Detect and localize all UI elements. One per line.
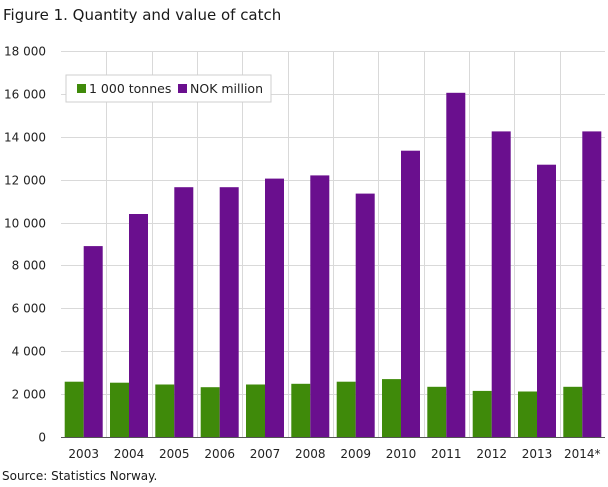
x-tick-label: 2008 <box>295 447 326 461</box>
bar-nok-million-2013 <box>537 164 556 437</box>
x-tick-label: 2011 <box>431 447 462 461</box>
x-tick-label: 2005 <box>159 447 190 461</box>
legend: 1 000 tonnes NOK million <box>65 74 272 103</box>
bar-tonnes-2004 <box>110 382 129 437</box>
x-tick-label: 2007 <box>250 447 281 461</box>
y-axis: 0 2 000 4 000 6 000 8 000 10 000 12 000 14 000 1… <box>4 45 46 445</box>
legend-swatch-nok-million <box>178 84 187 93</box>
y-tick-label: 18 000 <box>4 45 46 59</box>
bar-tonnes-2009 <box>336 381 356 437</box>
bar-tonnes-2007 <box>246 384 265 437</box>
bar-tonnes-2012 <box>472 390 492 437</box>
y-tick-label: 16 000 <box>4 88 46 102</box>
y-tick-label: 4 000 <box>12 345 46 359</box>
legend-swatch-tonnes <box>77 84 86 93</box>
bar-nok-million-2004 <box>129 214 148 437</box>
bar-tonnes-2008 <box>291 383 311 437</box>
y-tick-label: 12 000 <box>4 174 46 188</box>
y-tick-label: 0 <box>38 431 46 445</box>
bar-nok-million-2005 <box>174 187 194 437</box>
bar-nok-million-2012 <box>491 131 511 437</box>
x-tick-label: 2004 <box>114 447 145 461</box>
y-tick-label: 10 000 <box>4 217 46 231</box>
x-tick-label: 2013 <box>522 447 553 461</box>
legend-label-nok-million: NOK million <box>190 81 263 96</box>
bars <box>64 92 602 438</box>
x-tick-label: 2006 <box>204 447 235 461</box>
bar-nok-million-2011 <box>446 92 466 438</box>
bar-nok-million-2007 <box>265 178 284 437</box>
bar-nok-million-2010 <box>401 150 420 437</box>
y-tick-label: 8 000 <box>12 259 46 273</box>
bar-nok-million-2014 <box>582 131 602 437</box>
x-tick-label: 2014* <box>564 447 601 461</box>
bar-tonnes-2005 <box>155 384 175 437</box>
legend-box <box>65 74 272 103</box>
bar-tonnes-2010 <box>382 379 401 437</box>
bar-tonnes-2013 <box>518 391 537 437</box>
x-tick-label: 2009 <box>340 447 371 461</box>
source-note: Source: Statistics Norway. <box>2 469 158 483</box>
legend-label-tonnes: 1 000 tonnes <box>89 81 171 96</box>
x-tick-label: 2012 <box>476 447 507 461</box>
y-tick-label: 14 000 <box>4 131 46 145</box>
y-tick-label: 6 000 <box>12 302 46 316</box>
bar-nok-million-2003 <box>83 246 103 437</box>
bar-tonnes-2006 <box>200 387 220 437</box>
x-axis: 2003 2004 2005 2006 2007 2008 2009 2010 2011 2012… <box>61 437 605 461</box>
bar-tonnes-2011 <box>427 386 447 437</box>
bar-tonnes-2003 <box>64 381 84 437</box>
x-tick-label: 2003 <box>68 447 99 461</box>
gridlines <box>61 51 605 437</box>
bar-nok-million-2006 <box>219 187 239 437</box>
x-tick-label: 2010 <box>386 447 417 461</box>
bar-nok-million-2009 <box>355 193 375 437</box>
bar-nok-million-2008 <box>310 175 330 437</box>
bar-tonnes-2014 <box>563 386 583 437</box>
chart-title: Figure 1. Quantity and value of catch <box>3 6 282 24</box>
y-tick-label: 2 000 <box>12 388 46 402</box>
